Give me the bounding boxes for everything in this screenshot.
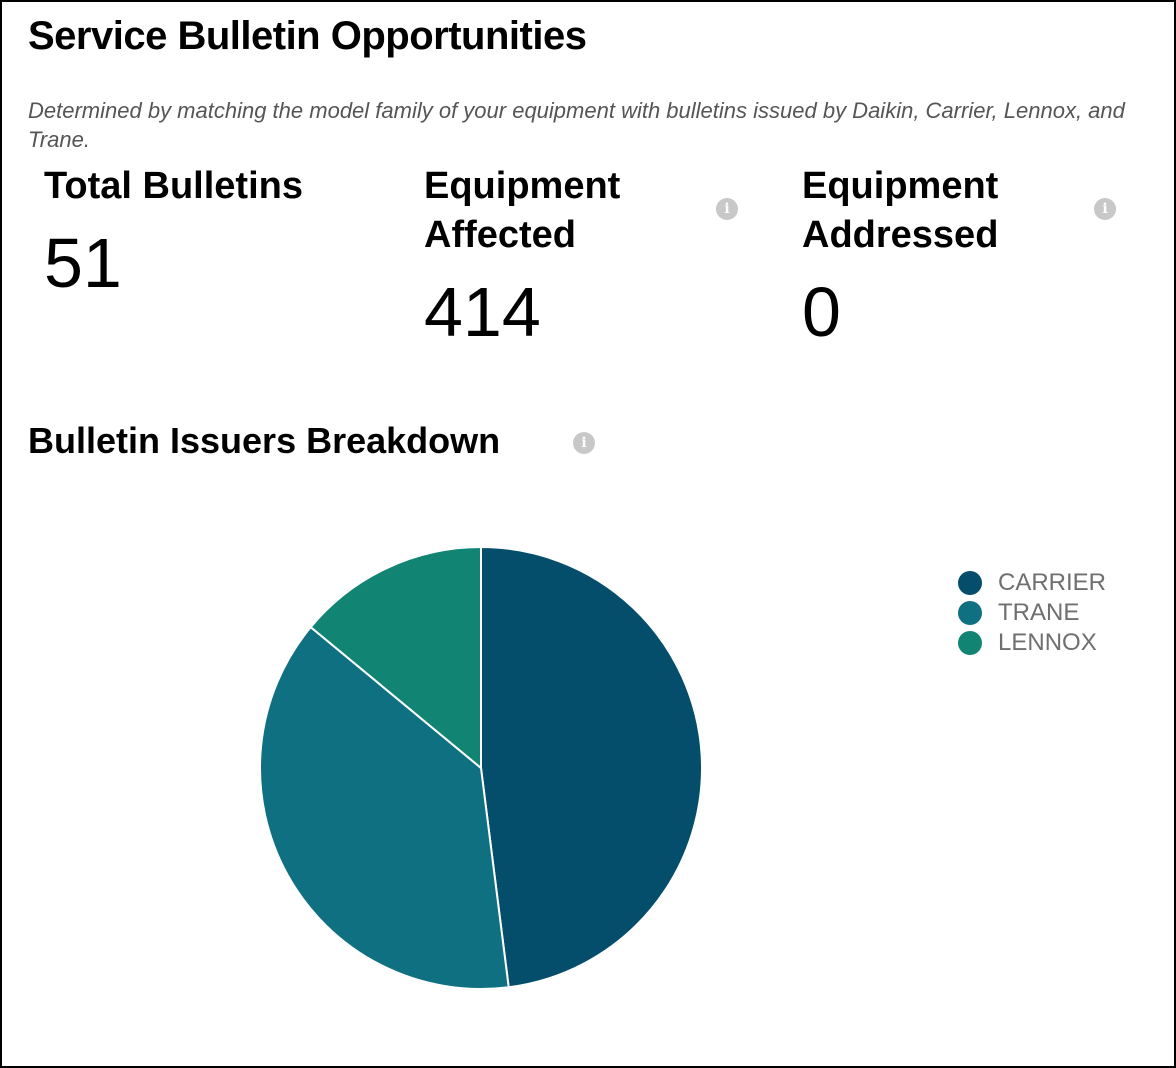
page-title: Service Bulletin Opportunities [28,14,587,58]
pie-slice-carrier[interactable] [480,545,703,989]
metric-label: Total Bulletins [44,165,303,207]
metric-label: Equipment Addressed [802,165,999,256]
metric-equipment-affected: Equipment Affected 414 [424,162,664,352]
info-icon[interactable]: i [716,198,738,220]
legend-label: LENNOX [998,629,1097,656]
chart-legend: CARRIER TRANE LENNOX [958,568,1106,658]
legend-item-trane[interactable]: TRANE [958,598,1106,628]
metric-value: 0 [802,273,841,351]
legend-item-carrier[interactable]: CARRIER [958,568,1106,598]
legend-swatch [958,571,982,595]
metric-label: Equipment Affected [424,165,621,256]
pie-slice-lennox[interactable] [309,545,482,771]
legend-label: TRANE [998,599,1080,626]
metric-equipment-addressed: Equipment Addressed 0 [802,162,1052,352]
legend-swatch [958,601,982,625]
legend-item-lennox[interactable]: LENNOX [958,628,1106,658]
metric-value: 414 [424,273,541,351]
metric-total-bulletins: Total Bulletins 51 [44,162,374,303]
breakdown-title: Bulletin Issuers Breakdown [28,420,501,461]
metric-value: 51 [44,224,122,302]
pie-slice-trane[interactable] [259,625,510,990]
info-icon[interactable]: i [1094,198,1116,220]
info-icon[interactable]: i [573,432,595,454]
legend-label: CARRIER [998,569,1107,596]
legend-swatch [958,631,982,655]
page-description: Determined by matching the model family … [28,98,1125,152]
